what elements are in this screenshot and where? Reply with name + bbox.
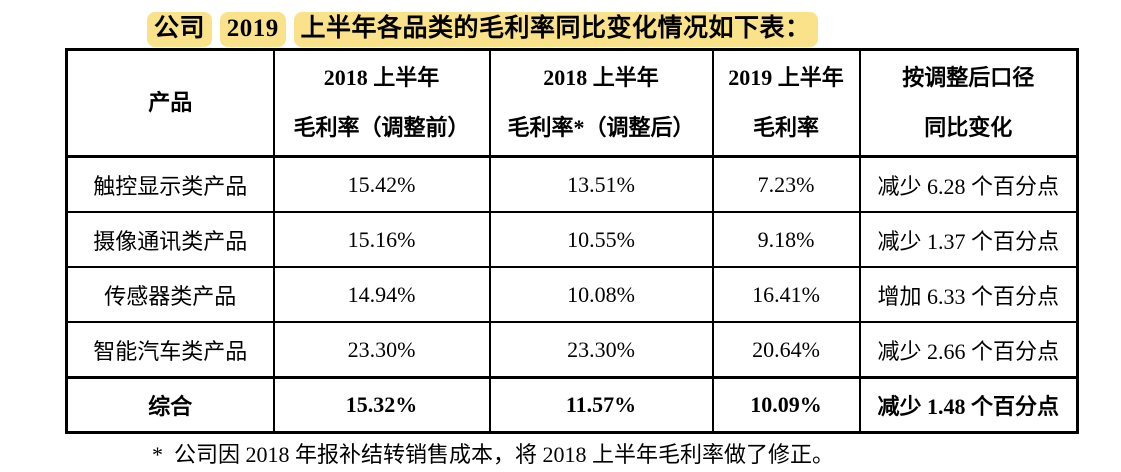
- header-2019-line2: 毛利率: [752, 115, 819, 140]
- header-2019-line1: 2019 上半年: [728, 65, 844, 90]
- cell-yoy-change: 减少 1.37 个百分点: [858, 211, 1079, 268]
- cell-gm-2019: 16.41%: [711, 266, 861, 323]
- table-row: 触控显示类产品 15.42% 13.51% 7.23% 减少 6.28 个百分点: [65, 155, 1079, 213]
- cell-gm-2018-post: 23.30%: [488, 321, 714, 379]
- header-2018-pre-adjustment: 2018 上半年 毛利率（调整前）: [272, 48, 491, 158]
- cell-gm-2018-pre: 23.30%: [272, 321, 491, 379]
- footnote: * 公司因 2018 年报补结转销售成本，将 2018 上半年毛利率做了修正。: [152, 442, 835, 467]
- header-2018-pre-line2: 毛利率（调整前）: [293, 115, 470, 140]
- summary-row: 综合 15.32% 11.57% 10.09% 减少 1.48 个百分点: [65, 376, 1079, 434]
- header-2018-pre-line1: 2018 上半年: [323, 65, 440, 90]
- cell-gm-2018-post: 10.55%: [488, 211, 714, 268]
- cell-gm-2018-post: 13.51%: [488, 155, 714, 213]
- header-yoy-change-line2: 同比变化: [924, 115, 1013, 140]
- cell-gm-2018-pre: 14.94%: [272, 266, 491, 323]
- header-2019: 2019 上半年 毛利率: [711, 48, 861, 158]
- cell-gm-2018-post: 10.08%: [488, 266, 714, 323]
- header-2018-post-line1: 2018 上半年: [543, 65, 659, 90]
- table-row: 传感器类产品 14.94% 10.08% 16.41% 增加 6.33 个百分点: [65, 266, 1079, 323]
- title-highlight-segment: 上半年各品类的毛利率同比变化情况如下表：: [293, 12, 818, 47]
- header-row: 产品 2018 上半年 毛利率（调整前） 2018 上半年 毛利率*（调整后）: [65, 48, 1079, 158]
- cell-gm-2018-pre: 15.42%: [272, 155, 491, 213]
- header-product-label: 产品: [148, 90, 193, 115]
- table-row: 智能汽车类产品 23.30% 23.30% 20.64% 减少 2.66 个百分…: [65, 321, 1079, 379]
- cell-yoy-change: 减少 1.48 个百分点: [858, 376, 1079, 434]
- title-highlight-segment: 公司: [147, 12, 213, 47]
- header-yoy-change: 按调整后口径 同比变化: [858, 48, 1079, 158]
- cell-gm-2019: 7.23%: [711, 155, 861, 213]
- page-title: 公司 2019 上半年各品类的毛利率同比变化情况如下表：: [147, 8, 818, 47]
- header-product: 产品: [65, 48, 275, 158]
- cell-gm-2019: 20.64%: [711, 321, 861, 379]
- header-yoy-change-line1: 按调整后口径: [902, 65, 1035, 90]
- cell-product: 触控显示类产品: [65, 155, 275, 213]
- header-2018-post-line2: 毛利率*（调整后）: [507, 115, 695, 140]
- cell-gm-2019: 9.18%: [711, 211, 861, 268]
- cell-gm-2018-post: 11.57%: [488, 376, 714, 434]
- cell-gm-2019: 10.09%: [711, 376, 861, 434]
- cell-yoy-change: 减少 2.66 个百分点: [858, 321, 1079, 379]
- table-row: 摄像通讯类产品 15.16% 10.55% 9.18% 减少 1.37 个百分点: [65, 211, 1079, 268]
- gross-margin-table: 产品 2018 上半年 毛利率（调整前） 2018 上半年 毛利率*（调整后）: [65, 48, 1079, 434]
- cell-product: 摄像通讯类产品: [65, 211, 275, 268]
- cell-product: 智能汽车类产品: [65, 321, 275, 379]
- cell-yoy-change: 增加 6.33 个百分点: [858, 266, 1079, 323]
- cell-yoy-change: 减少 6.28 个百分点: [858, 155, 1079, 213]
- cell-product: 综合: [65, 376, 275, 434]
- cell-product: 传感器类产品: [65, 266, 275, 323]
- cell-gm-2018-pre: 15.16%: [272, 211, 491, 268]
- header-2018-post-adjustment: 2018 上半年 毛利率*（调整后）: [488, 48, 714, 158]
- cell-gm-2018-pre: 15.32%: [272, 376, 491, 434]
- title-highlight-segment: 2019: [219, 12, 286, 47]
